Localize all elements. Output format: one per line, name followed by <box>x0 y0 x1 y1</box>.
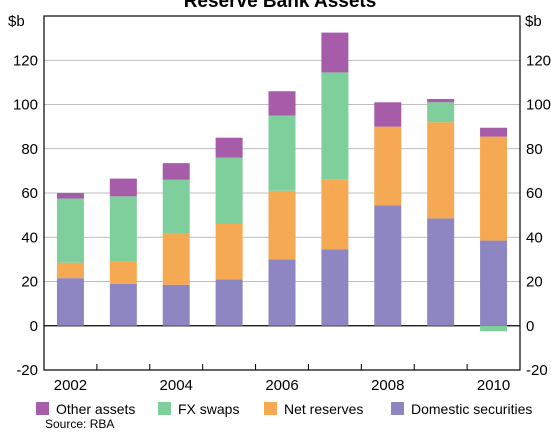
y-tick-label-left: 120 <box>13 52 38 69</box>
bar-2009-other-assets <box>427 98 455 103</box>
x-tick-label: 2008 <box>371 377 404 394</box>
y-tick-label-left: 0 <box>30 318 38 335</box>
bar-2009-domestic-securities <box>427 218 455 326</box>
y-tick-label-right: -20 <box>526 362 548 379</box>
bar-2002-net-reserves <box>56 262 84 279</box>
bar-2002-fx-swaps <box>56 198 84 263</box>
source-note: Source: RBA <box>45 417 114 431</box>
y-tick-labels: -20 -20 0 0 20 20 40 40 60 60 80 80 100 100 120 120 <box>13 52 551 379</box>
bar-2009-net-reserves <box>427 122 455 219</box>
y-tick-label-right: 120 <box>526 52 551 69</box>
y-tick-label-right: 80 <box>526 141 543 158</box>
y-tick-label-left: 20 <box>21 274 38 291</box>
y-tick-label-right: 20 <box>526 274 543 291</box>
bar-2004-fx-swaps <box>162 179 190 234</box>
bar-2005-fx-swaps <box>215 157 243 224</box>
y-tick-label-right: 100 <box>526 97 551 114</box>
bar-2010-domestic-securities <box>480 240 508 326</box>
bars <box>56 32 508 332</box>
bar-2006-domestic-securities <box>268 259 296 326</box>
bar-2006-fx-swaps <box>268 115 296 191</box>
bar-2009-fx-swaps <box>427 102 455 123</box>
bar-2005-domestic-securities <box>215 279 243 326</box>
bar-2006-net-reserves <box>268 190 296 260</box>
chart-title: Reserve Bank Assets <box>184 0 377 12</box>
legend-label: FX swaps <box>178 401 239 417</box>
legend-label: Net reserves <box>284 401 363 417</box>
x-tick-label: 2004 <box>160 377 193 394</box>
legend: Other assets FX swaps Net reserves Domestic… <box>36 401 532 417</box>
y-tick-label-left: 100 <box>13 97 38 114</box>
bar-2007-other-assets <box>321 32 349 73</box>
bar-2008-other-assets <box>374 102 402 127</box>
x-tick-label: 2006 <box>265 377 298 394</box>
bar-2007-fx-swaps <box>321 72 349 180</box>
y-tick-label-right: 0 <box>526 318 534 335</box>
bar-2010-other-assets <box>480 127 508 137</box>
bar-2008-domestic-securities <box>374 205 402 326</box>
bar-2010-fx-swaps <box>480 325 508 332</box>
bar-2002-domestic-securities <box>56 278 84 326</box>
y-tick-label-left: 40 <box>21 229 38 246</box>
bar-2008-net-reserves <box>374 126 402 206</box>
bar-2005-net-reserves <box>215 223 243 280</box>
legend-label: Other assets <box>56 401 135 417</box>
bar-2004-net-reserves <box>162 233 190 285</box>
legend-label: Domestic securities <box>411 401 532 417</box>
bar-2004-other-assets <box>162 163 190 180</box>
x-tick-label: 2010 <box>477 377 510 394</box>
legend-swatch <box>158 402 171 415</box>
legend-swatch <box>391 402 404 415</box>
bar-2004-domestic-securities <box>162 284 190 326</box>
bar-2002-other-assets <box>56 193 84 199</box>
y-tick-label-left: 60 <box>21 185 38 202</box>
bar-2003-net-reserves <box>109 261 137 284</box>
x-tick-label: 2002 <box>54 377 87 394</box>
y-tick-label-right: 40 <box>526 229 543 246</box>
y-tick-label-left: -20 <box>16 362 38 379</box>
bar-2010-net-reserves <box>480 136 508 241</box>
legend-swatch <box>36 402 49 415</box>
plot-frame <box>43 15 521 371</box>
bar-2007-net-reserves <box>321 179 349 250</box>
y-unit-left: $b <box>8 13 25 30</box>
y-unit-right: $b <box>525 13 542 30</box>
bar-2003-other-assets <box>109 178 137 197</box>
bar-2007-domestic-securities <box>321 249 349 326</box>
bar-2006-other-assets <box>268 91 296 116</box>
y-tick-label-right: 60 <box>526 185 543 202</box>
bar-2003-fx-swaps <box>109 196 137 262</box>
x-tick-labels: 2002 2004 2006 2008 2010 <box>54 364 510 394</box>
bar-2003-domestic-securities <box>109 283 137 326</box>
y-tick-label-left: 80 <box>21 141 38 158</box>
legend-swatch <box>264 402 277 415</box>
bar-2005-other-assets <box>215 137 243 158</box>
